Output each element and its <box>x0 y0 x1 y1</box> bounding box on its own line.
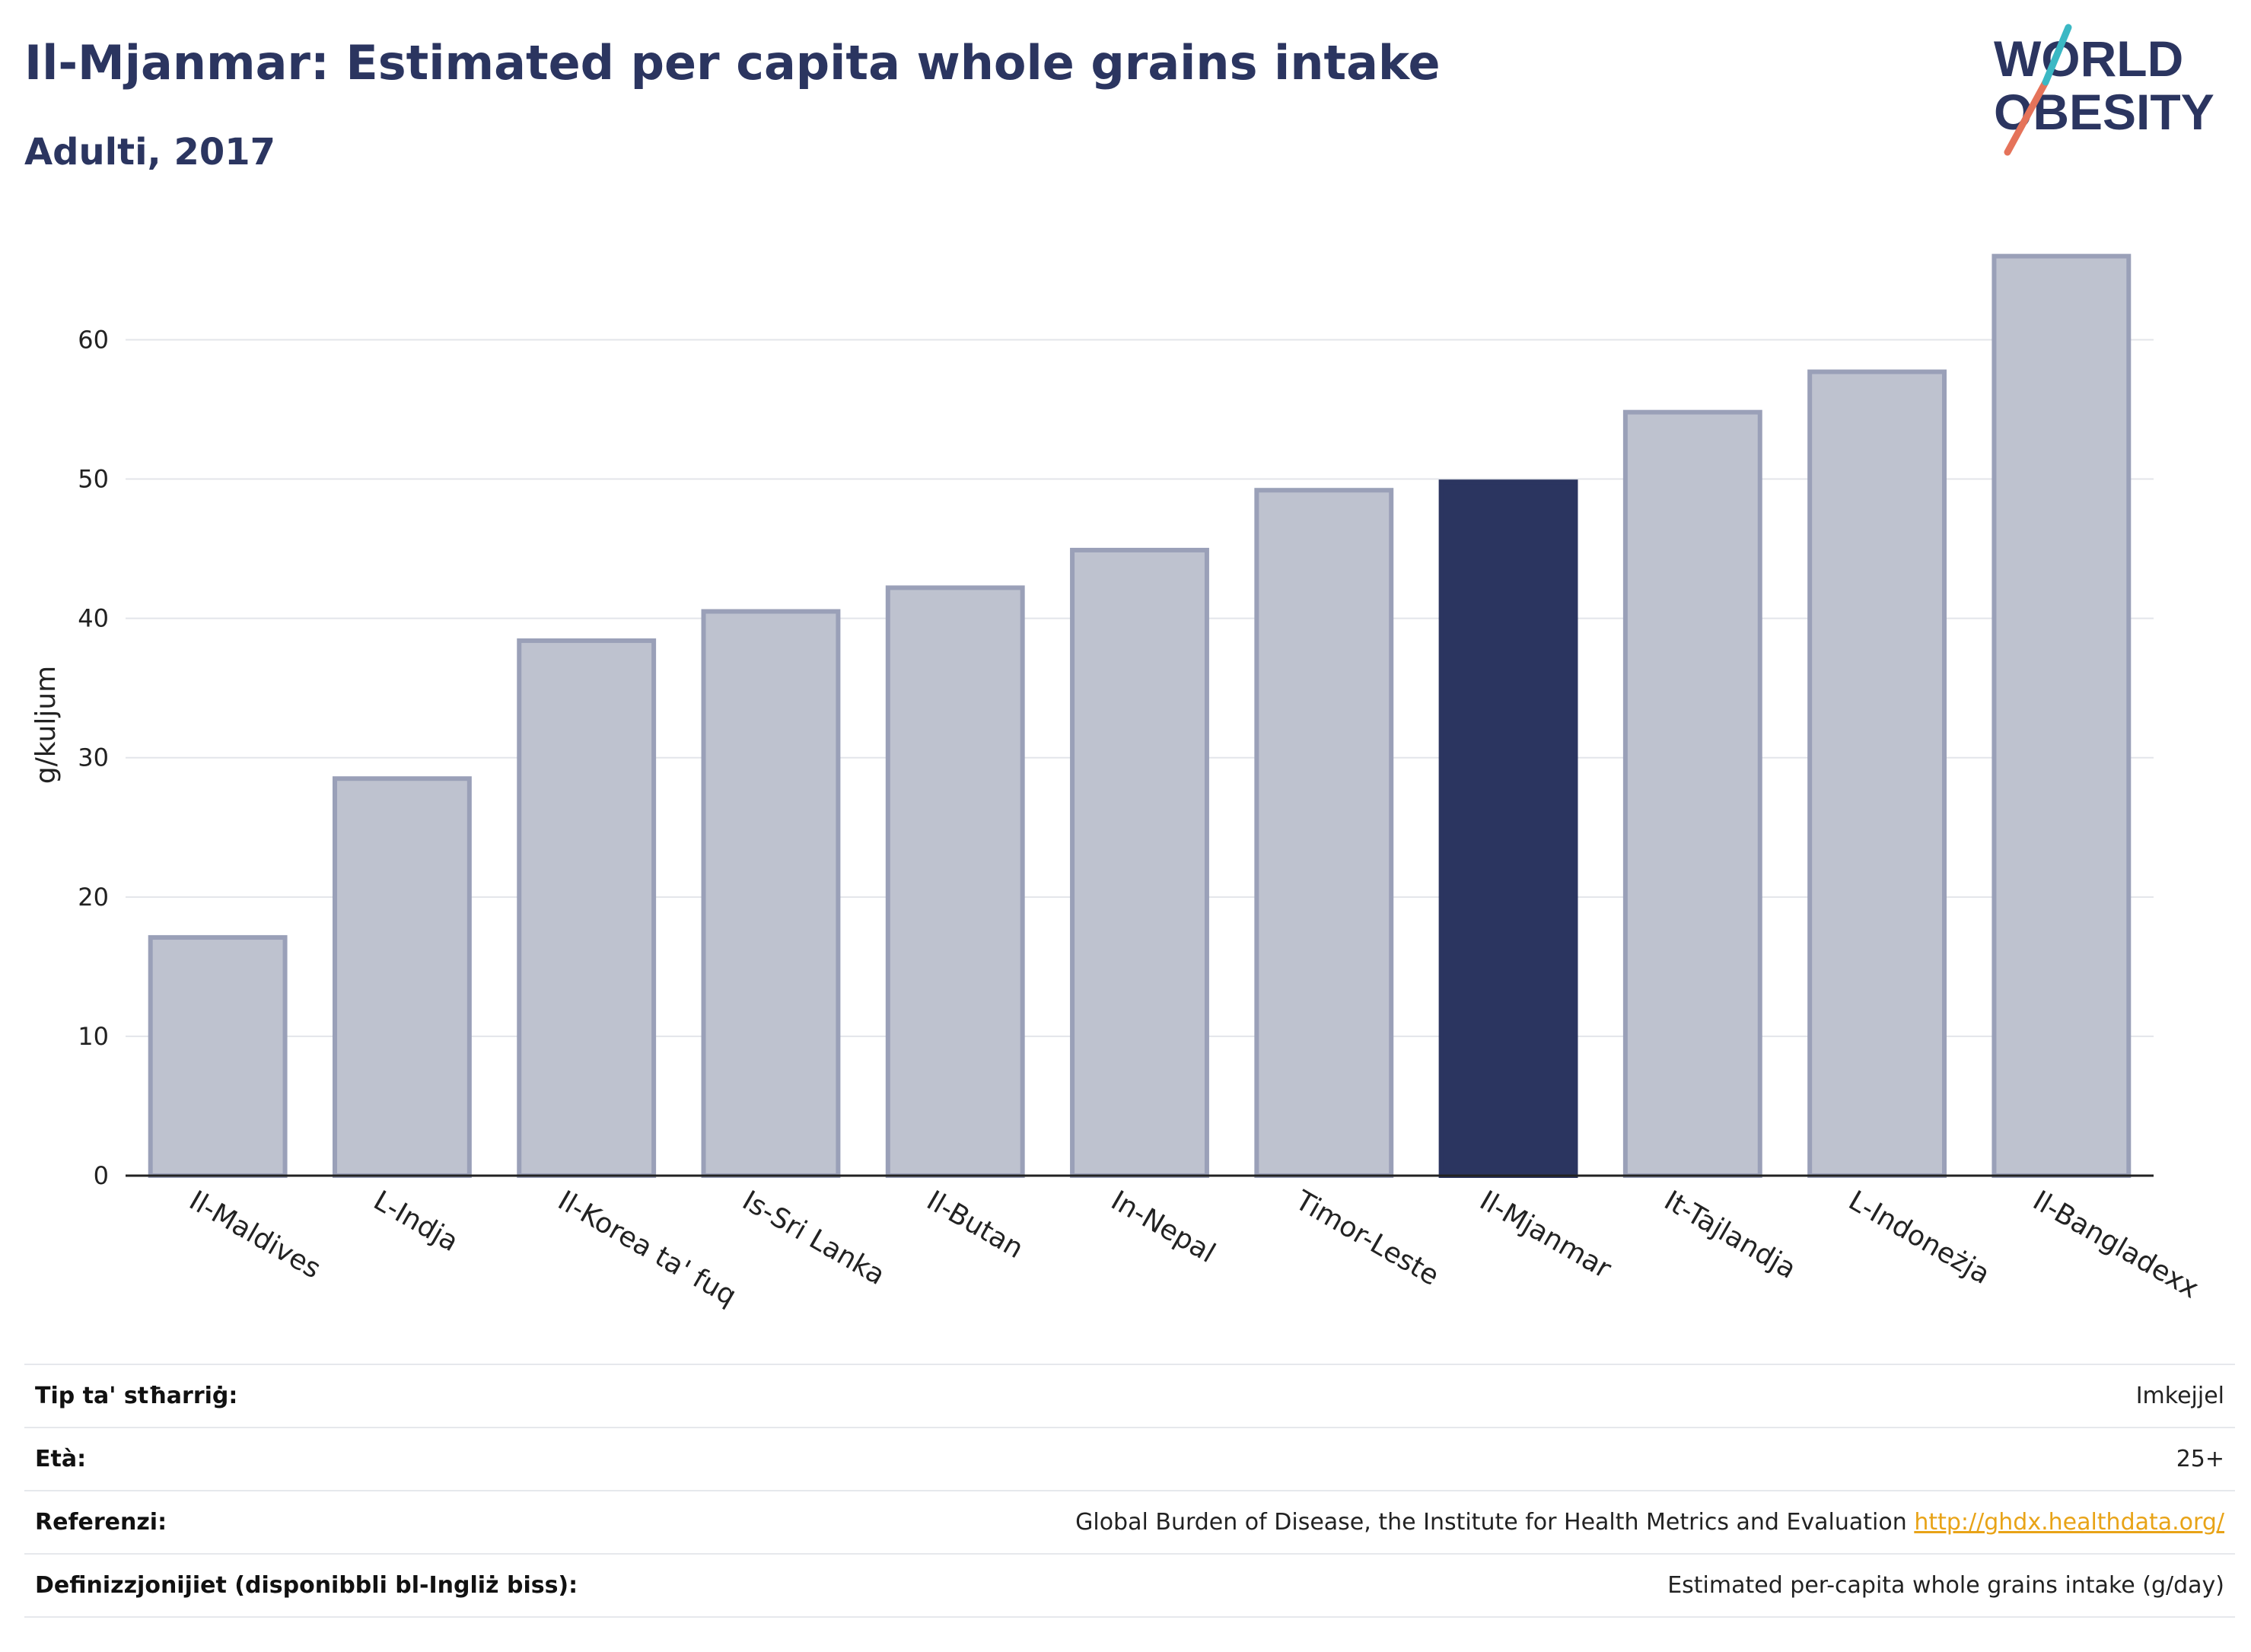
x-tick-label: Il-Korea ta' fuq <box>552 1185 741 1312</box>
info-label: Tip ta' stħarriġ: <box>35 1383 238 1409</box>
world-obesity-logo: WORLD OBESITY <box>1994 24 2214 156</box>
bar-chart: 0 10 20 30 40 50 60 g/kuljum Il-Maldives L-Indja I… <box>30 253 2204 1312</box>
info-table: Tip ta' stħarriġ: Imkejjel Età: 25+ Refe… <box>24 1364 2235 1618</box>
x-tick-label: Il-Bangladexx <box>2027 1185 2204 1304</box>
logo-slash-teal <box>2042 24 2072 86</box>
logo-line1: WORLD <box>1994 30 2183 87</box>
bar <box>517 638 657 1178</box>
x-tick-label: Il-Butan <box>922 1185 1029 1265</box>
info-row-references: Referenzi: Global Burden of Disease, the… <box>24 1491 2235 1554</box>
x-tick-label: Is-Sri Lanka <box>737 1185 890 1291</box>
x-tick-label: Il-Maldives <box>184 1185 326 1284</box>
bar <box>1622 409 1762 1178</box>
info-value: Imkejjel <box>2135 1383 2224 1409</box>
x-tick-label: Timor-Leste <box>1289 1185 1444 1292</box>
info-row-age: Età: 25+ <box>24 1428 2235 1491</box>
y-tick-label: 20 <box>78 883 109 912</box>
bar <box>701 609 841 1178</box>
reference-link[interactable]: http://ghdx.healthdata.org/ <box>1914 1509 2224 1536</box>
y-tick-label: 60 <box>78 325 109 354</box>
x-tick-label: In-Nepal <box>1106 1185 1221 1269</box>
y-tick-label: 30 <box>78 743 109 772</box>
chart-title: Il-Mjanmar: Estimated per capita whole g… <box>24 35 1441 91</box>
info-value: Estimated per-capita whole grains intake… <box>1667 1572 2224 1599</box>
x-tick-label: L-Indja <box>368 1185 463 1258</box>
bar <box>148 934 288 1178</box>
info-label: Definizzjonijiet (disponibbli bl-Ingliż … <box>35 1572 578 1599</box>
info-label: Referenzi: <box>35 1509 167 1536</box>
bar <box>1254 488 1394 1178</box>
chart-subtitle: Adulti, 2017 <box>24 131 276 173</box>
bar <box>332 776 472 1178</box>
bar <box>1807 369 1947 1178</box>
logo-slash-red <box>2004 78 2049 156</box>
bar <box>1438 479 1578 1178</box>
bar <box>1992 253 2132 1178</box>
info-value: 25+ <box>2176 1446 2224 1472</box>
y-tick-label: 40 <box>78 604 109 633</box>
reference-text: Global Burden of Disease, the Institute … <box>1075 1509 1907 1536</box>
info-row-definitions: Definizzjonijiet (disponibbli bl-Ingliż … <box>24 1554 2235 1617</box>
info-row-survey-type: Tip ta' stħarriġ: Imkejjel <box>24 1364 2235 1428</box>
bar <box>885 585 1025 1178</box>
y-axis-label: g/kuljum <box>30 666 62 784</box>
info-label: Età: <box>35 1446 87 1472</box>
y-tick-label: 10 <box>78 1022 109 1051</box>
y-tick-label: 50 <box>78 465 109 494</box>
x-tick-label: L-Indoneżja <box>1843 1185 1995 1291</box>
bar <box>1070 547 1209 1178</box>
x-tick-label: It-Tajlandja <box>1659 1185 1801 1285</box>
info-value: Global Burden of Disease, the Institute … <box>743 1491 2235 1554</box>
y-tick-label: 0 <box>94 1161 109 1190</box>
x-tick-label: Il-Mjanmar <box>1475 1185 1616 1284</box>
